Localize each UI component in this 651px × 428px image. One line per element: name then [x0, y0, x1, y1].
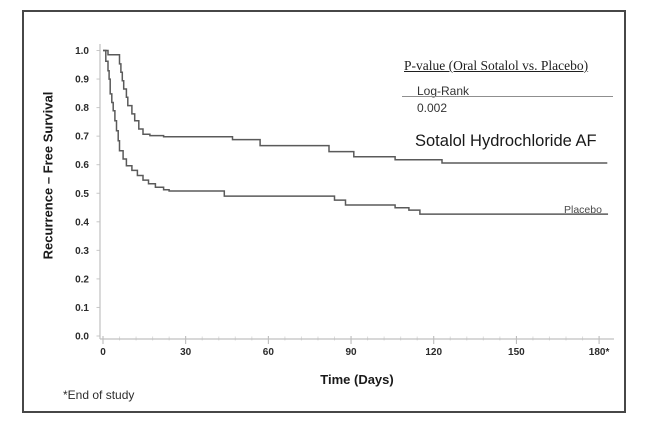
y-tick-label: 0.1 — [75, 303, 89, 314]
y-tick-label: 0.8 — [75, 103, 89, 114]
y-tick-label: 0.7 — [75, 132, 89, 143]
x-axis-title: Time (Days) — [320, 372, 394, 387]
y-tick-label: 0.3 — [75, 246, 89, 257]
series-label-placebo: Placebo — [564, 204, 602, 216]
pvalue-rule-line — [402, 96, 613, 97]
series-label-sotalol: Sotalol Hydrochloride AF — [412, 131, 600, 152]
x-tick-label: 60 — [263, 347, 275, 358]
x-tick-label: 180* — [589, 347, 610, 358]
survival-curve-sotalol — [103, 49, 608, 164]
end-of-study-footnote: *End of study — [63, 388, 135, 402]
x-tick-label: 90 — [345, 347, 357, 358]
y-tick-label: 0.6 — [75, 160, 89, 171]
x-tick-label: 150 — [508, 347, 525, 358]
y-tick-label: 0.4 — [75, 217, 89, 228]
x-tick-label: 0 — [100, 347, 106, 358]
y-axis-title: Recurrence – Free Survival — [40, 91, 56, 260]
x-tick-label: 120 — [425, 347, 442, 358]
y-tick-label: 0.5 — [75, 189, 89, 200]
pvalue-test-label: Log-Rank — [417, 84, 470, 98]
y-tick-label: 1.0 — [75, 46, 89, 57]
y-tick-label: 0.9 — [75, 75, 89, 86]
y-tick-label: 0.0 — [75, 332, 89, 343]
survival-curve-placebo — [103, 49, 609, 215]
x-tick-label: 30 — [180, 347, 192, 358]
pvalue-box-title: P-value (Oral Sotalol vs. Placebo) — [404, 58, 589, 73]
pvalue-test-value: 0.002 — [417, 101, 448, 115]
y-tick-label: 0.2 — [75, 274, 89, 285]
